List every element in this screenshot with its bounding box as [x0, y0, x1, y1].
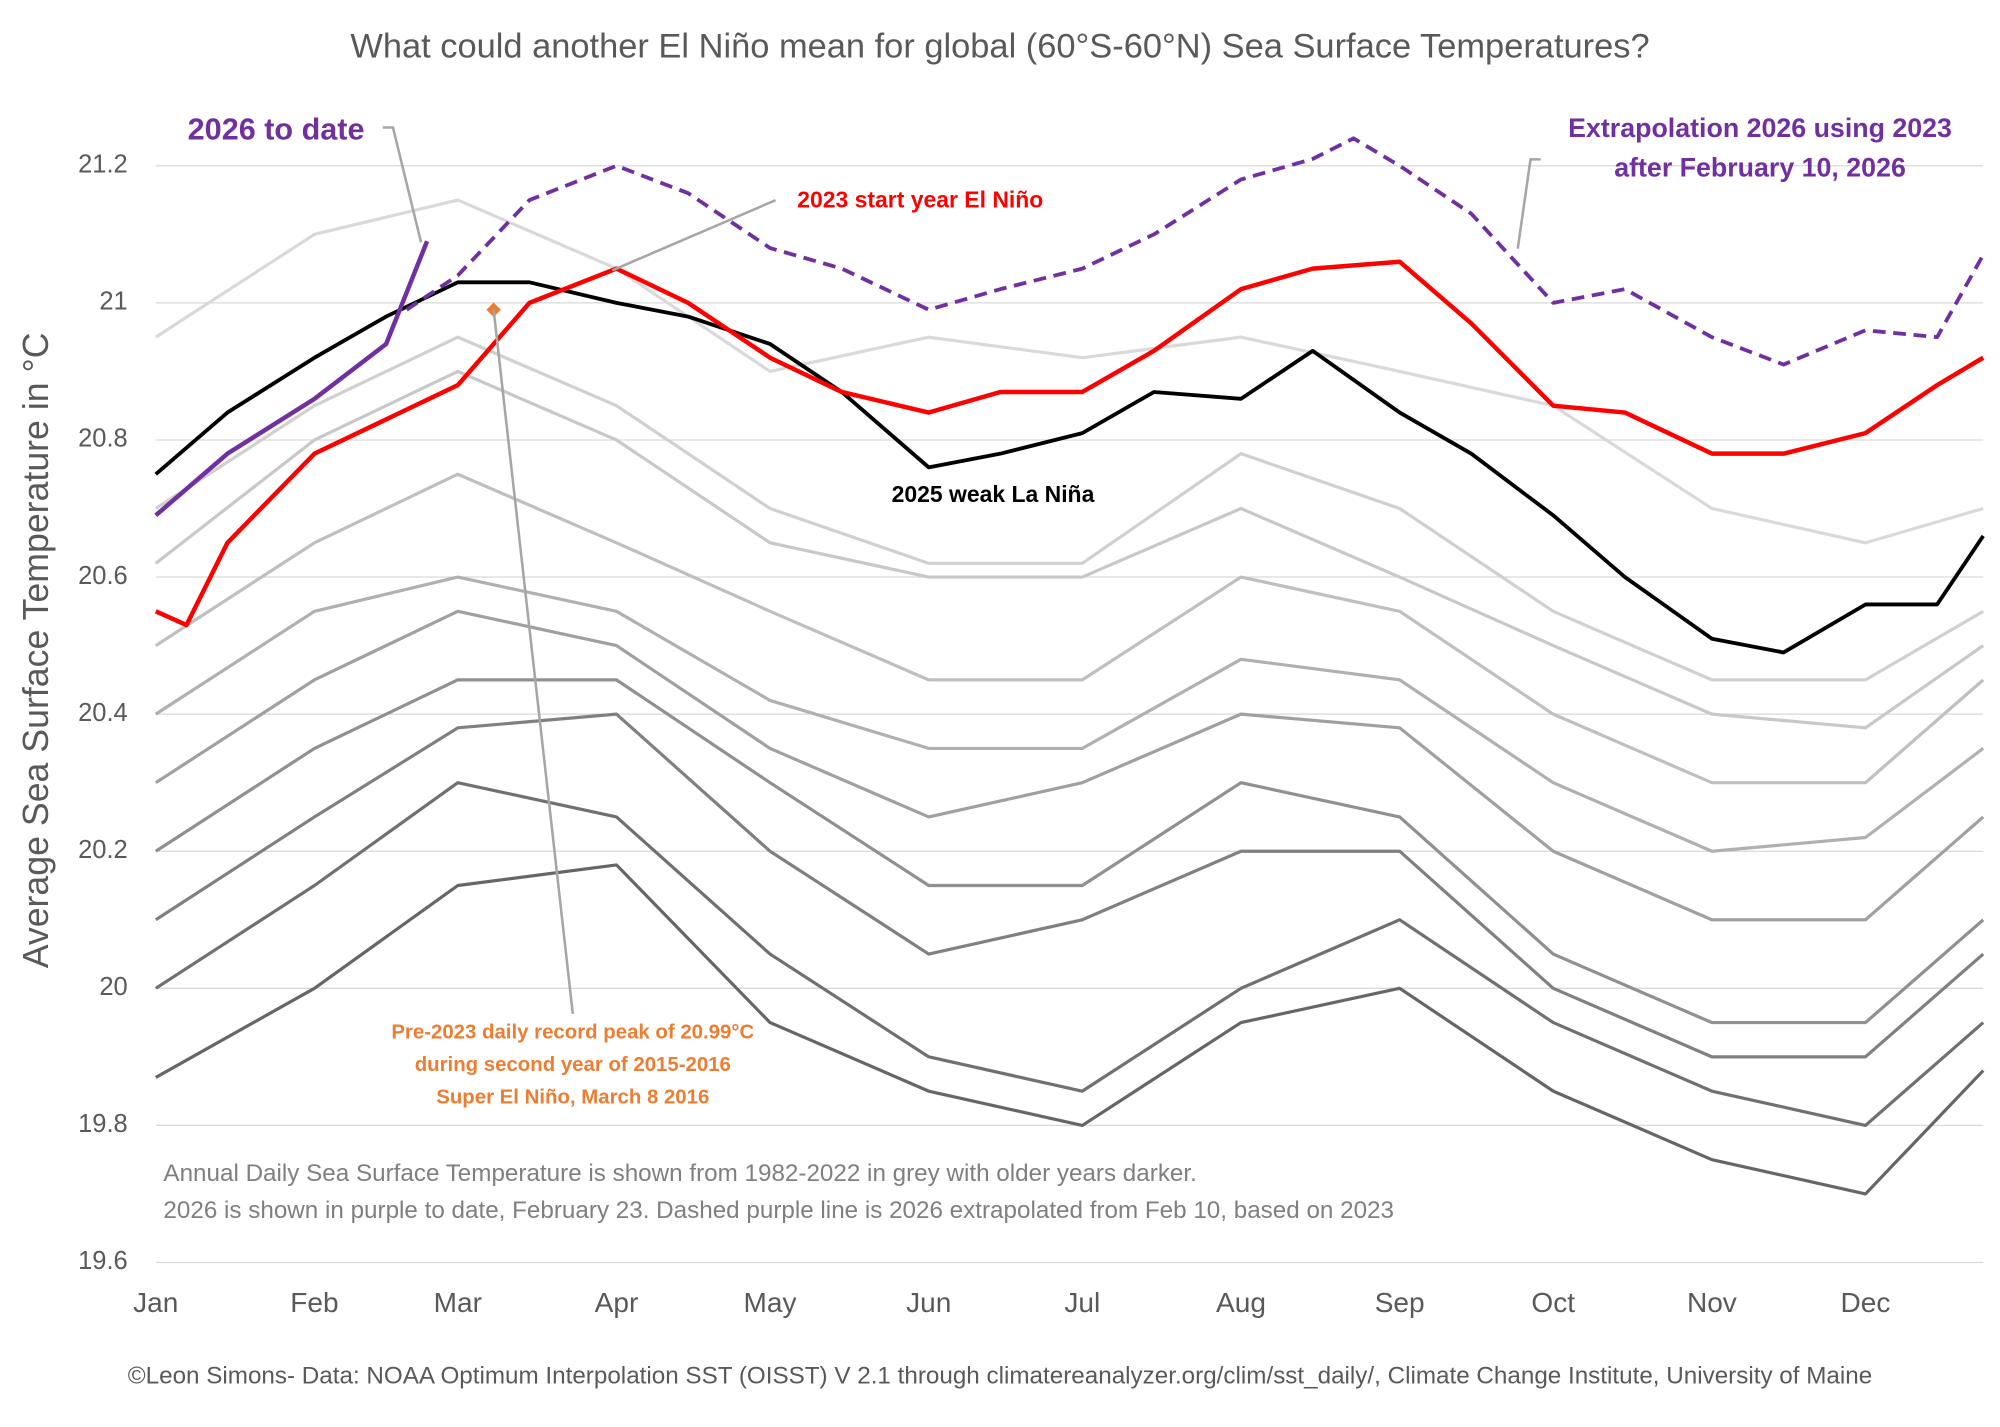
line-series — [154, 678, 1985, 1025]
line-series — [154, 280, 1985, 655]
x-tick-label: Feb — [290, 1287, 338, 1318]
chart-title: What could another El Niño mean for glob… — [350, 28, 1649, 66]
y-tick-label: 21.2 — [78, 151, 128, 179]
y-axis-label: Average Sea Surface Temperature in °C — [16, 332, 56, 968]
x-tick-label: Apr — [595, 1287, 639, 1318]
line-series — [154, 575, 1985, 853]
x-tick-label: Nov — [1687, 1287, 1737, 1318]
annotation: Super El Niño, March 8 2016 — [436, 1086, 709, 1108]
y-tick-label: 19.6 — [78, 1247, 128, 1275]
line-series — [154, 198, 1984, 545]
line-series — [154, 781, 1985, 1127]
line-series — [154, 609, 1985, 922]
line-series — [154, 259, 1985, 628]
line-series — [154, 335, 1985, 682]
annotation: after February 10, 2026 — [1614, 153, 1906, 183]
x-tick-label: Dec — [1841, 1287, 1891, 1318]
line-series — [154, 369, 1985, 730]
footnote: 2026 is shown in purple to date, Februar… — [163, 1197, 1394, 1224]
y-tick-label: 21 — [99, 288, 127, 316]
annotation: 2023 start year El Niño — [797, 187, 1043, 213]
y-tick-label: 20 — [99, 973, 127, 1001]
y-tick-label: 20.4 — [78, 699, 128, 727]
x-tick-label: Mar — [434, 1287, 482, 1318]
x-tick-label: Jun — [906, 1287, 951, 1318]
leader-line — [382, 126, 423, 243]
annotation: 2025 weak La Niña — [892, 481, 1095, 507]
x-tick-label: Aug — [1216, 1287, 1266, 1318]
line-series — [154, 240, 430, 518]
line-series — [154, 712, 1985, 1059]
footnote: Annual Daily Sea Surface Temperature is … — [163, 1160, 1196, 1187]
x-tick-label: Jul — [1064, 1287, 1100, 1318]
x-tick-label: Oct — [1531, 1287, 1575, 1318]
y-tick-label: 20.6 — [78, 562, 128, 590]
x-tick-label: Jan — [133, 1287, 178, 1318]
line-series — [405, 136, 1985, 367]
credit: ©Leon Simons- Data: NOAA Optimum Interpo… — [128, 1363, 1872, 1390]
x-tick-label: Sep — [1375, 1287, 1425, 1318]
line-series — [154, 472, 1985, 785]
y-tick-label: 20.8 — [78, 425, 128, 453]
annotation: 2026 to date — [188, 112, 365, 146]
y-tick-label: 19.8 — [78, 1110, 128, 1138]
y-tick-label: 20.2 — [78, 836, 128, 864]
line-series — [155, 863, 1985, 1196]
x-tick-label: May — [744, 1287, 797, 1318]
annotation: during second year of 2015-2016 — [415, 1054, 731, 1076]
annotation: Pre-2023 daily record peak of 20.99°C — [391, 1021, 754, 1043]
annotation: Extrapolation 2026 using 2023 — [1568, 113, 1952, 143]
leader-line — [492, 309, 575, 1014]
leader-line — [611, 199, 777, 272]
leader-line — [1516, 158, 1541, 249]
